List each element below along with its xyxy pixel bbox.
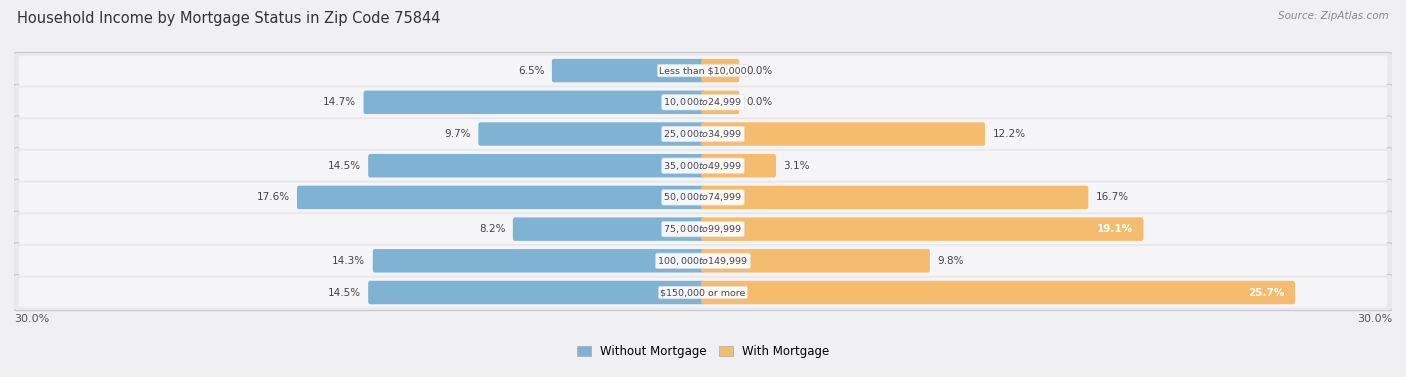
Text: 14.7%: 14.7% [323,97,356,107]
FancyBboxPatch shape [513,218,704,241]
FancyBboxPatch shape [702,59,740,82]
Text: $50,000 to $74,999: $50,000 to $74,999 [664,192,742,204]
FancyBboxPatch shape [18,246,1388,276]
Legend: Without Mortgage, With Mortgage: Without Mortgage, With Mortgage [572,340,834,363]
FancyBboxPatch shape [702,218,1143,241]
Text: $100,000 to $149,999: $100,000 to $149,999 [658,255,748,267]
Text: 30.0%: 30.0% [14,314,49,323]
FancyBboxPatch shape [553,59,704,82]
Text: 6.5%: 6.5% [517,66,544,76]
Text: $75,000 to $99,999: $75,000 to $99,999 [664,223,742,235]
Text: 17.6%: 17.6% [256,192,290,202]
Text: 30.0%: 30.0% [1357,314,1392,323]
FancyBboxPatch shape [13,84,1393,120]
Text: Source: ZipAtlas.com: Source: ZipAtlas.com [1278,11,1389,21]
FancyBboxPatch shape [702,154,776,178]
Text: 3.1%: 3.1% [783,161,810,171]
FancyBboxPatch shape [13,116,1393,152]
FancyBboxPatch shape [702,186,1088,209]
Text: 14.3%: 14.3% [332,256,366,266]
FancyBboxPatch shape [364,90,704,114]
FancyBboxPatch shape [13,148,1393,184]
Text: 12.2%: 12.2% [993,129,1025,139]
FancyBboxPatch shape [18,277,1388,307]
Text: 0.0%: 0.0% [747,97,773,107]
FancyBboxPatch shape [13,179,1393,216]
Text: 25.7%: 25.7% [1247,288,1284,297]
FancyBboxPatch shape [702,281,1295,304]
FancyBboxPatch shape [18,56,1388,86]
FancyBboxPatch shape [373,249,704,273]
FancyBboxPatch shape [702,90,740,114]
FancyBboxPatch shape [13,274,1393,311]
Text: 14.5%: 14.5% [328,288,361,297]
Text: 19.1%: 19.1% [1097,224,1132,234]
Text: Household Income by Mortgage Status in Zip Code 75844: Household Income by Mortgage Status in Z… [17,11,440,26]
FancyBboxPatch shape [13,211,1393,247]
FancyBboxPatch shape [368,154,704,178]
FancyBboxPatch shape [702,249,929,273]
FancyBboxPatch shape [18,87,1388,117]
Text: 9.7%: 9.7% [444,129,471,139]
FancyBboxPatch shape [297,186,704,209]
FancyBboxPatch shape [18,151,1388,181]
FancyBboxPatch shape [13,52,1393,89]
FancyBboxPatch shape [478,122,704,146]
Text: Less than $10,000: Less than $10,000 [659,66,747,75]
FancyBboxPatch shape [13,243,1393,279]
Text: $35,000 to $49,999: $35,000 to $49,999 [664,160,742,172]
Text: 14.5%: 14.5% [328,161,361,171]
FancyBboxPatch shape [18,119,1388,149]
FancyBboxPatch shape [18,214,1388,244]
Text: $150,000 or more: $150,000 or more [661,288,745,297]
Text: 16.7%: 16.7% [1095,192,1129,202]
Text: $10,000 to $24,999: $10,000 to $24,999 [664,96,742,108]
Text: 8.2%: 8.2% [479,224,506,234]
FancyBboxPatch shape [18,182,1388,212]
Text: 0.0%: 0.0% [747,66,773,76]
FancyBboxPatch shape [702,122,986,146]
FancyBboxPatch shape [368,281,704,304]
Text: 9.8%: 9.8% [938,256,963,266]
Text: $25,000 to $34,999: $25,000 to $34,999 [664,128,742,140]
